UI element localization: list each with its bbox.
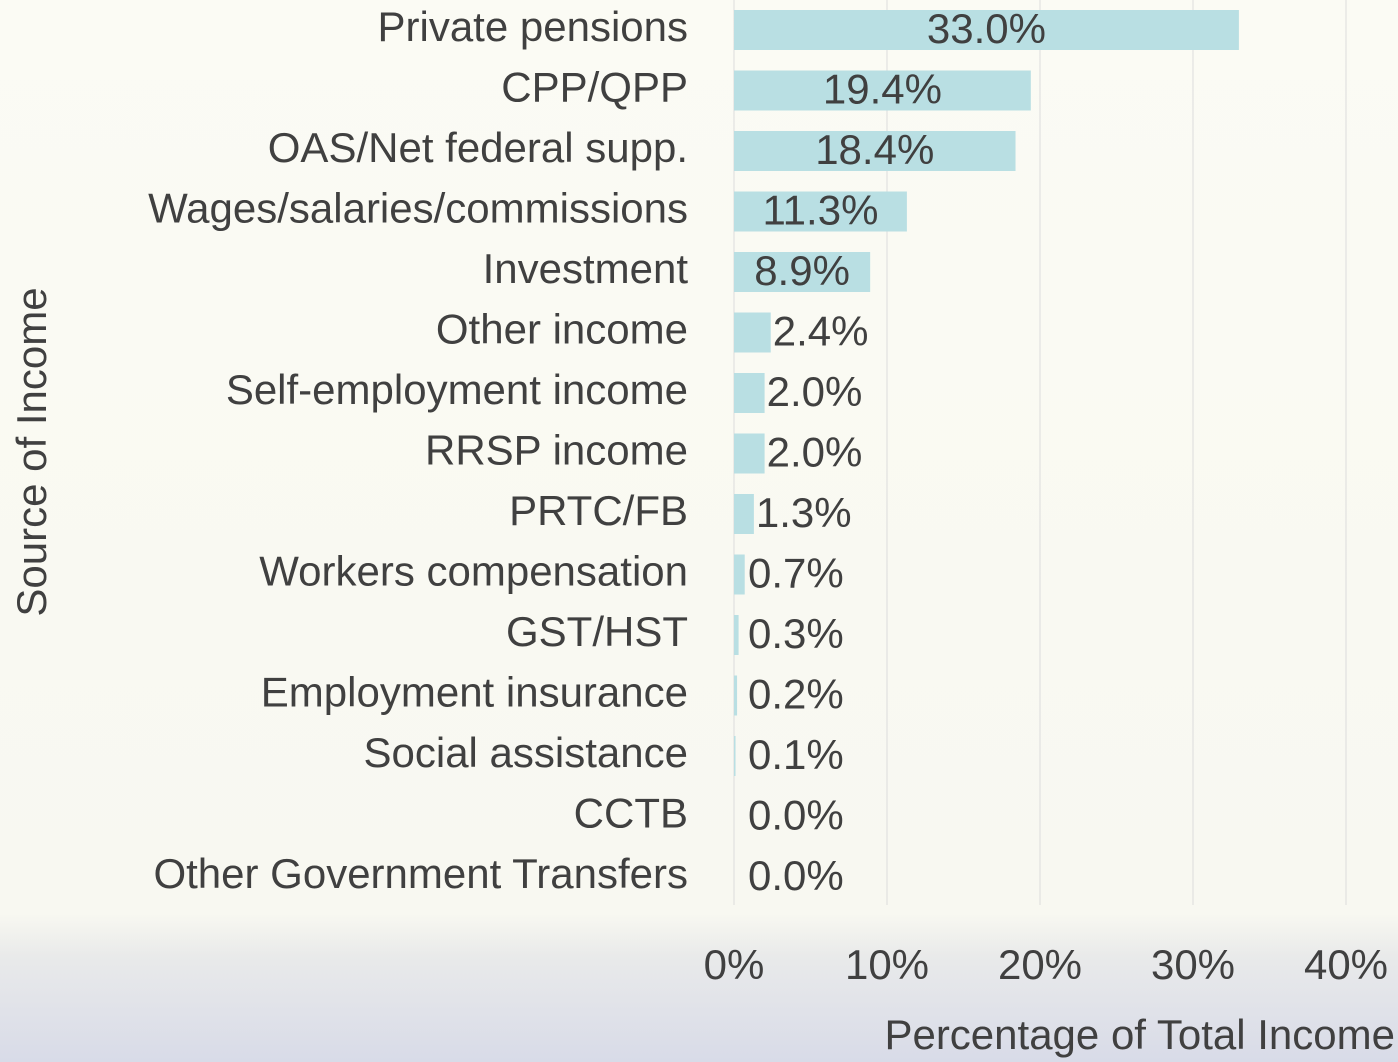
data-label: 2.4% <box>773 308 869 355</box>
bar <box>734 615 739 655</box>
data-label: 2.0% <box>767 368 863 415</box>
x-axis-title: Percentage of Total Income <box>884 1011 1395 1058</box>
data-label: 11.3% <box>762 187 878 234</box>
bar <box>734 494 754 534</box>
y-tick-label: CCTB <box>574 790 688 837</box>
x-tick-label: 30% <box>1151 941 1235 988</box>
data-label: 0.2% <box>748 671 844 718</box>
data-label: 0.7% <box>748 550 844 597</box>
bar <box>734 252 871 292</box>
data-label: 19.4% <box>823 66 942 113</box>
y-tick-label: RRSP income <box>425 427 688 474</box>
data-label: 2.0% <box>767 429 863 476</box>
bar <box>734 131 1016 171</box>
bar <box>734 554 745 595</box>
bar <box>734 312 771 353</box>
data-label: 0.0% <box>748 852 844 899</box>
y-tick-label: PRTC/FB <box>509 487 688 534</box>
y-tick-label: Workers compensation <box>259 548 688 595</box>
y-tick-label: Employment insurance <box>261 669 688 716</box>
bar <box>734 191 907 232</box>
data-label: 18.4% <box>815 126 934 173</box>
data-label: 1.3% <box>756 489 852 536</box>
data-label: 0.3% <box>748 610 844 657</box>
x-tick-label: 20% <box>998 941 1082 988</box>
y-tick-label: Wages/salaries/commissions <box>148 185 688 232</box>
y-tick-label: Private pensions <box>377 3 688 50</box>
data-label: 33.0% <box>927 5 1046 52</box>
y-tick-label: GST/HST <box>506 608 688 655</box>
data-label: 8.9% <box>754 247 850 294</box>
y-axis-title: Source of Income <box>8 287 55 616</box>
data-label: 0.0% <box>748 792 844 839</box>
bar <box>734 70 1031 111</box>
x-tick-label: 40% <box>1304 941 1388 988</box>
y-tick-label: Other income <box>436 306 688 353</box>
y-tick-label: Other Government Transfers <box>153 850 688 897</box>
y-tick-label: CPP/QPP <box>501 64 688 111</box>
y-tick-label: Investment <box>483 245 689 292</box>
y-tick-label: OAS/Net federal supp. <box>268 124 688 171</box>
y-tick-label: Self-employment income <box>226 366 688 413</box>
bar <box>734 736 736 776</box>
x-tick-label: 0% <box>704 941 765 988</box>
bar <box>734 433 765 474</box>
y-tick-label: Social assistance <box>364 729 689 776</box>
bar <box>734 10 1239 50</box>
x-tick-label: 10% <box>845 941 929 988</box>
bar <box>734 675 738 716</box>
data-label: 0.1% <box>748 731 844 778</box>
bar <box>734 373 765 413</box>
